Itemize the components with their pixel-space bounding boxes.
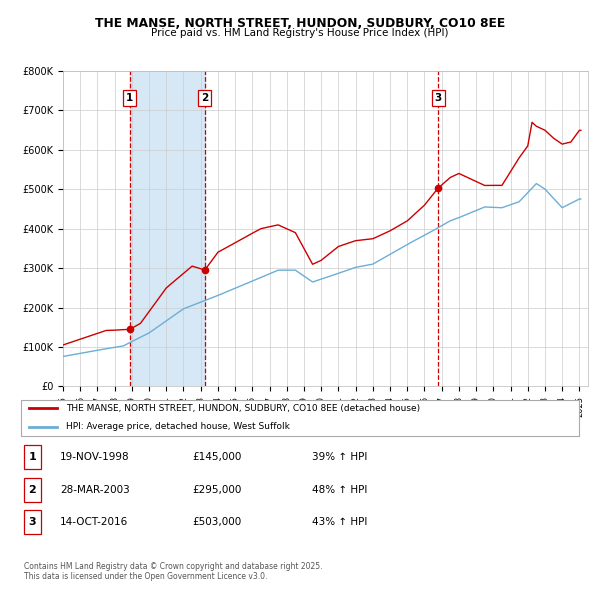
FancyBboxPatch shape	[21, 399, 579, 436]
Text: £503,000: £503,000	[192, 517, 241, 527]
Text: THE MANSE, NORTH STREET, HUNDON, SUDBURY, CO10 8EE: THE MANSE, NORTH STREET, HUNDON, SUDBURY…	[95, 17, 505, 30]
Text: 2: 2	[201, 93, 208, 103]
Text: 1: 1	[29, 453, 36, 462]
Text: 43% ↑ HPI: 43% ↑ HPI	[312, 517, 367, 527]
Text: HPI: Average price, detached house, West Suffolk: HPI: Average price, detached house, West…	[66, 422, 290, 431]
Bar	[130, 71, 205, 386]
Text: THE MANSE, NORTH STREET, HUNDON, SUDBURY, CO10 8EE (detached house): THE MANSE, NORTH STREET, HUNDON, SUDBURY…	[66, 404, 420, 413]
Text: 1: 1	[126, 93, 133, 103]
Text: 2: 2	[29, 485, 36, 494]
Text: 39% ↑ HPI: 39% ↑ HPI	[312, 453, 367, 462]
Text: Contains HM Land Registry data © Crown copyright and database right 2025.
This d: Contains HM Land Registry data © Crown c…	[24, 562, 323, 581]
Text: £145,000: £145,000	[192, 453, 241, 462]
Text: Price paid vs. HM Land Registry's House Price Index (HPI): Price paid vs. HM Land Registry's House …	[151, 28, 449, 38]
Text: £295,000: £295,000	[192, 485, 241, 494]
Text: 14-OCT-2016: 14-OCT-2016	[60, 517, 128, 527]
Text: 19-NOV-1998: 19-NOV-1998	[60, 453, 130, 462]
Text: 3: 3	[434, 93, 442, 103]
Text: 28-MAR-2003: 28-MAR-2003	[60, 485, 130, 494]
Text: 3: 3	[29, 517, 36, 527]
Text: 48% ↑ HPI: 48% ↑ HPI	[312, 485, 367, 494]
